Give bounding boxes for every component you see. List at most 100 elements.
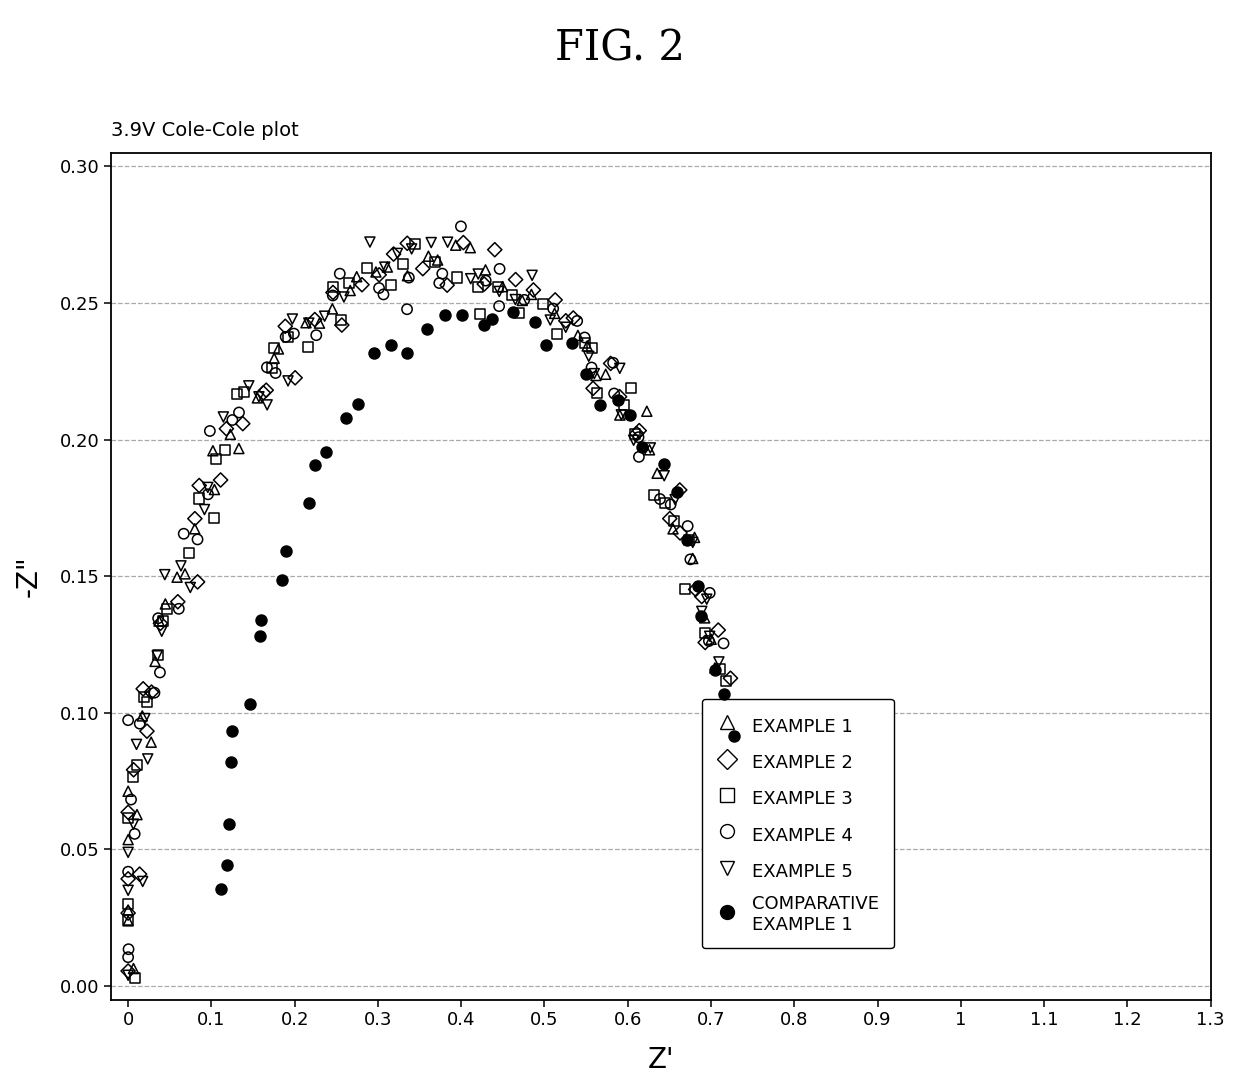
Point [264, 350, 284, 367]
Point [696, 634, 715, 651]
Point [718, 724, 738, 742]
Point [393, 255, 413, 272]
Point [547, 326, 567, 343]
Point [675, 580, 694, 598]
Point [138, 694, 157, 711]
Y-axis label: -Z": -Z" [15, 555, 43, 597]
Point [730, 811, 750, 829]
Point [683, 550, 703, 567]
Point [655, 467, 675, 485]
Point [724, 751, 744, 769]
Point [490, 297, 510, 315]
Point [446, 269, 466, 286]
Point [663, 512, 683, 529]
Point [306, 327, 326, 344]
Point [257, 358, 277, 376]
Point [541, 311, 560, 329]
Point [381, 337, 401, 354]
Point [397, 301, 417, 318]
Point [525, 313, 544, 330]
Point [397, 344, 417, 362]
Point [167, 594, 187, 611]
Point [476, 261, 496, 279]
Point [213, 408, 233, 426]
Point [118, 949, 138, 966]
Point [460, 238, 480, 256]
Point [490, 260, 510, 278]
Point [629, 428, 649, 445]
Point [366, 264, 386, 281]
Point [239, 377, 259, 394]
Point [148, 646, 167, 663]
Point [272, 572, 291, 589]
Point [250, 611, 270, 628]
Point [568, 327, 588, 344]
Point [118, 911, 138, 929]
Point [381, 276, 401, 293]
Point [709, 737, 729, 755]
Point [118, 783, 138, 800]
Point [655, 494, 675, 512]
Point [699, 584, 719, 601]
Point [195, 501, 215, 518]
Point [222, 723, 242, 741]
Point [590, 396, 610, 414]
Point [461, 270, 481, 287]
Point [610, 359, 630, 377]
Point [720, 705, 740, 722]
Point [206, 451, 226, 468]
Point [742, 898, 761, 916]
Point [299, 315, 319, 332]
Point [180, 578, 200, 596]
Point [229, 440, 249, 457]
Point [118, 882, 138, 900]
Point [265, 365, 285, 382]
Point [522, 285, 542, 303]
Point [118, 902, 138, 919]
Point [663, 521, 683, 538]
Point [134, 688, 154, 706]
Point [145, 684, 165, 701]
Point [360, 233, 379, 250]
Point [387, 245, 407, 262]
Point [454, 234, 474, 252]
Point [610, 406, 630, 424]
Point [211, 472, 231, 489]
Point [234, 383, 254, 401]
Point [692, 588, 712, 605]
Point [233, 415, 253, 432]
Point [278, 372, 298, 390]
Point [574, 334, 594, 352]
Point [603, 354, 622, 371]
Point [185, 510, 205, 527]
Point [574, 329, 594, 346]
Point [285, 369, 305, 387]
Point [438, 277, 458, 294]
Point [171, 558, 191, 575]
Point [544, 305, 564, 322]
Point [469, 266, 489, 283]
Point [419, 247, 439, 265]
Point [610, 388, 630, 405]
Point [688, 577, 708, 595]
Point [402, 241, 422, 258]
Point [352, 276, 372, 293]
Point [138, 750, 157, 768]
Point [370, 280, 389, 297]
Point [262, 359, 281, 377]
Point [310, 315, 330, 332]
Point [614, 396, 634, 414]
Point [640, 441, 660, 458]
Point [744, 910, 764, 928]
Point [704, 659, 724, 676]
Point [118, 870, 138, 888]
Point [118, 831, 138, 848]
Point [727, 781, 746, 798]
Point [150, 614, 170, 632]
Point [720, 670, 740, 687]
Point [298, 339, 317, 356]
Point [704, 661, 724, 678]
Point [508, 305, 528, 322]
Point [665, 491, 684, 509]
Text: FIG. 2: FIG. 2 [556, 27, 684, 70]
